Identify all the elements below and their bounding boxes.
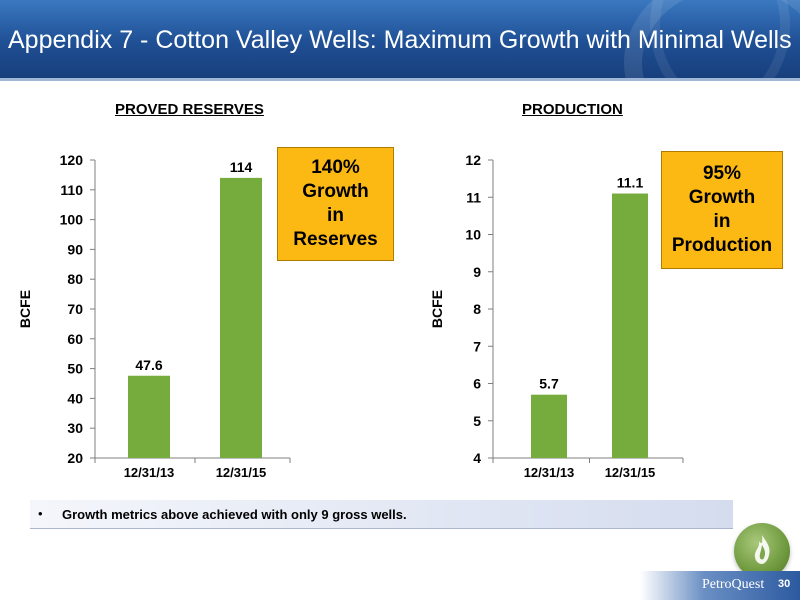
callout-line: in (713, 211, 731, 232)
bar (612, 193, 648, 458)
callout-line: 140% (311, 157, 360, 178)
y-tick-label: 110 (60, 182, 83, 198)
data-label: 47.6 (135, 357, 162, 373)
y-axis-label: BCFE (17, 290, 33, 328)
footer-bar (640, 571, 800, 600)
callout-line: Growth (302, 181, 369, 202)
y-tick-label: 8 (473, 301, 481, 317)
header-swoosh-decoration (650, 0, 790, 78)
page-number: 30 (778, 578, 791, 590)
data-label: 11.1 (617, 175, 644, 191)
note-bar: • Growth metrics above achieved with onl… (30, 500, 733, 529)
y-tick-label: 80 (67, 271, 83, 287)
callout-line: Growth (688, 187, 756, 208)
y-tick-label: 90 (67, 241, 83, 257)
x-tick-label: 12/31/13 (124, 465, 175, 480)
y-tick-label: 100 (60, 212, 84, 228)
footer-logo-text: PetroQuest (702, 577, 765, 592)
y-tick-label: 4 (473, 450, 481, 466)
x-tick-label: 12/31/13 (524, 465, 575, 480)
callout-line: 95% (702, 163, 742, 184)
bar (220, 177, 262, 458)
y-axis-label: BCFE (429, 290, 445, 328)
y-tick-label: 6 (473, 376, 481, 392)
callout-line: Production (671, 235, 773, 256)
y-tick-label: 12 (465, 152, 481, 168)
y-tick-label: 7 (473, 338, 481, 354)
header-divider (0, 78, 800, 81)
y-tick-label: 40 (67, 390, 83, 406)
y-tick-label: 70 (67, 301, 83, 317)
y-tick-label: 5 (473, 413, 481, 429)
y-tick-label: 120 (60, 152, 84, 168)
production-growth-callout: 95% Growth in Production (661, 151, 783, 269)
note-text: Growth metrics above achieved with only … (62, 507, 407, 522)
y-tick-label: 50 (67, 361, 83, 377)
callout-line: Reserves (293, 229, 378, 250)
data-label: 5.7 (539, 376, 559, 392)
y-tick-label: 60 (67, 331, 83, 347)
callout-line: in (327, 205, 344, 226)
production-chart-title: PRODUCTION (522, 101, 623, 118)
y-tick-label: 20 (67, 450, 83, 466)
reserves-chart: 20 30 40 50 60 70 80 90 100 110 120 47.6 12/31/13 114… (17, 152, 291, 480)
y-tick-label: 10 (465, 227, 481, 243)
reserves-chart-title: PROVED RESERVES (115, 101, 264, 118)
y-tick-label: 30 (67, 420, 83, 436)
y-tick-label: 9 (473, 264, 481, 280)
x-tick-label: 12/31/15 (216, 465, 267, 480)
x-tick-label: 12/31/15 (605, 465, 656, 480)
y-tick-label: 11 (466, 189, 481, 205)
page-title: Appendix 7 - Cotton Valley Wells: Maximu… (8, 26, 792, 54)
bullet-point: • (38, 506, 43, 521)
bar (531, 394, 567, 458)
reserves-growth-callout: 140% Growth in Reserves (277, 147, 394, 261)
slide-header: Appendix 7 - Cotton Valley Wells: Maximu… (0, 0, 800, 78)
bar (128, 375, 170, 458)
data-label: 114 (230, 159, 253, 175)
flame-icon (754, 535, 770, 564)
production-chart: 4 5 6 7 8 9 10 11 12 5.7 12/31/13 11.1 12/31/15 BCFE (429, 152, 684, 480)
